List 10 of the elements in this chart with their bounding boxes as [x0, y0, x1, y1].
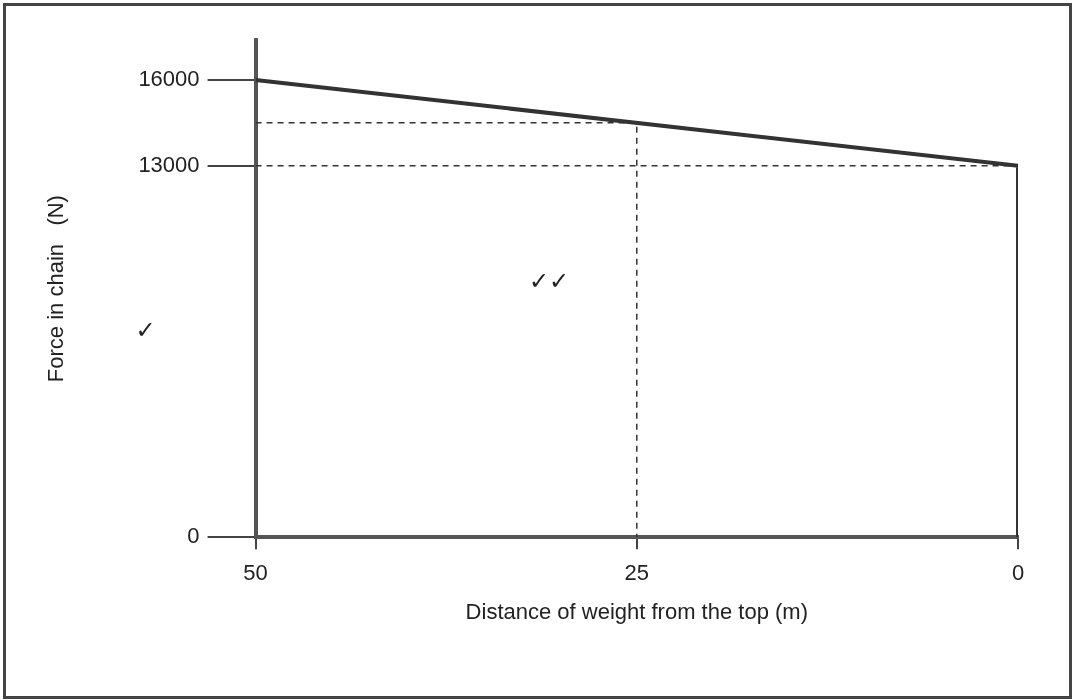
text: ✓	[135, 316, 156, 345]
x-tick-label: 50	[243, 560, 268, 586]
annotation: ✓✓	[529, 266, 570, 295]
x-tick-label: 25	[624, 560, 650, 586]
x-axis-title: Distance of weight from the top (m)	[465, 598, 808, 624]
y-tick-label: 0	[187, 523, 200, 549]
y-tick-label: 13000	[138, 151, 200, 177]
y-tick-label: 16000	[138, 66, 200, 92]
x-tick-label: 0	[1011, 560, 1025, 586]
y-axis-title: Force in chain (N)	[43, 195, 69, 383]
